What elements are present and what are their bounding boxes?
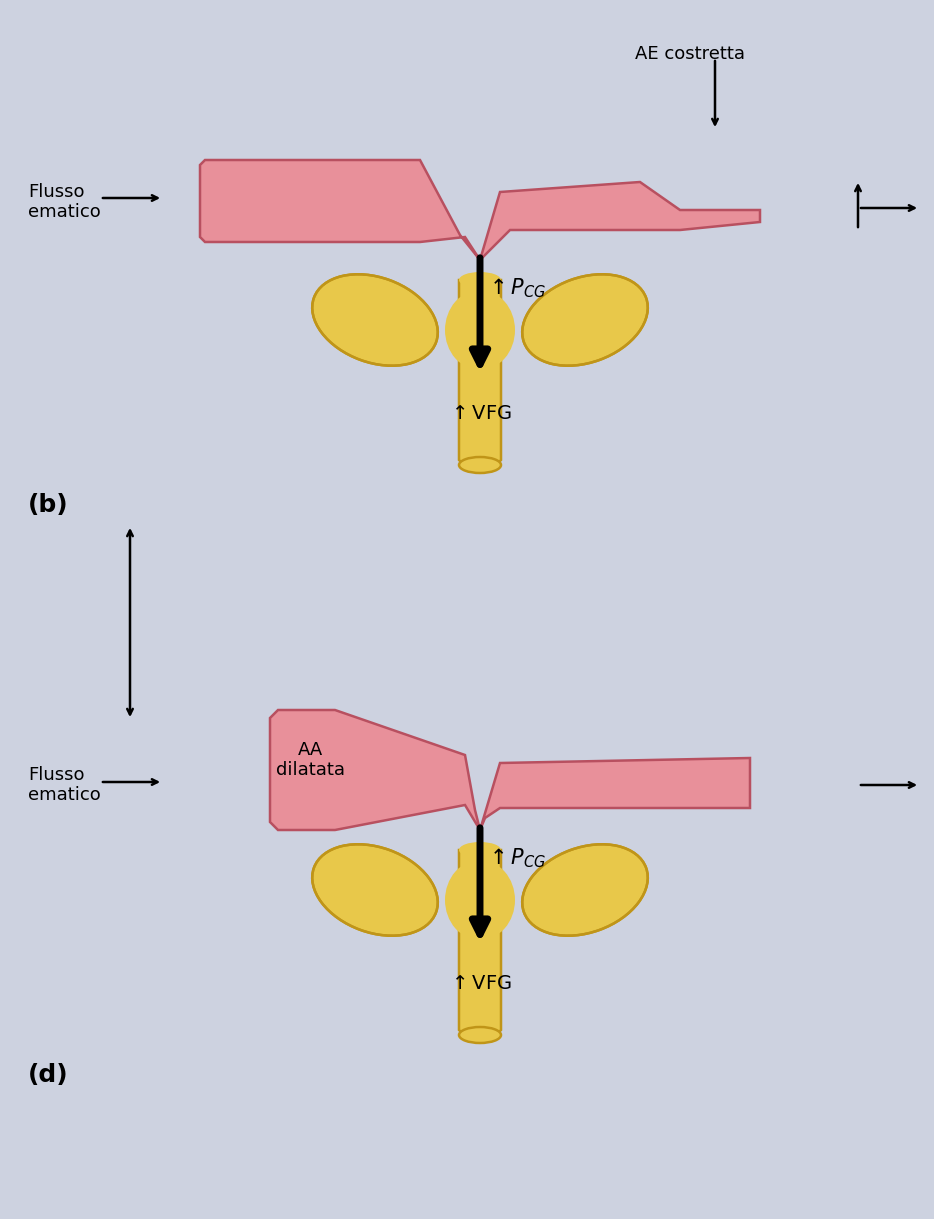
Text: (d): (d)	[28, 1063, 68, 1087]
Text: (b): (b)	[28, 492, 68, 517]
Text: AE costretta: AE costretta	[635, 45, 745, 63]
Text: $\uparrow$$P_{CG}$: $\uparrow$$P_{CG}$	[485, 277, 546, 300]
Text: AA
dilatata: AA dilatata	[276, 741, 345, 779]
Polygon shape	[459, 850, 501, 1035]
Ellipse shape	[445, 859, 515, 940]
Ellipse shape	[445, 290, 515, 371]
Ellipse shape	[459, 457, 501, 473]
Ellipse shape	[459, 272, 501, 288]
Text: $\uparrow$$P_{CG}$: $\uparrow$$P_{CG}$	[485, 846, 546, 870]
Ellipse shape	[459, 1026, 501, 1043]
Ellipse shape	[522, 845, 648, 936]
Text: $\uparrow$VFG: $\uparrow$VFG	[448, 974, 512, 992]
Ellipse shape	[312, 274, 438, 366]
Ellipse shape	[459, 842, 501, 858]
Polygon shape	[200, 160, 760, 260]
Text: Flusso
ematico: Flusso ematico	[28, 766, 101, 805]
Polygon shape	[459, 280, 501, 464]
Ellipse shape	[312, 845, 438, 936]
Text: Flusso
ematico: Flusso ematico	[28, 183, 101, 222]
Text: $\uparrow$VFG: $\uparrow$VFG	[448, 403, 512, 423]
Ellipse shape	[522, 274, 648, 366]
Polygon shape	[270, 709, 750, 830]
